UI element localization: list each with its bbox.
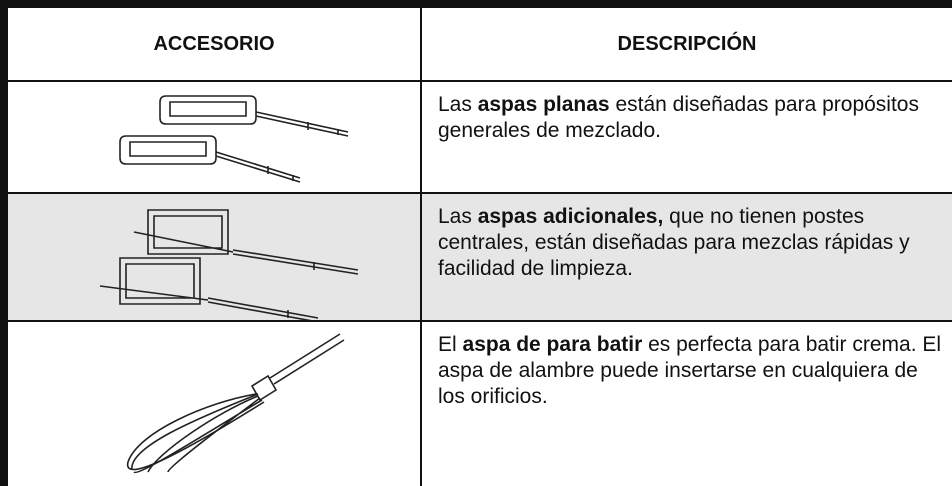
text: Las (438, 205, 478, 228)
header-cell: ACCESORIO (8, 8, 422, 80)
text: El (438, 333, 463, 356)
table-row: El aspa de para batir es perfecta para b… (8, 322, 952, 486)
bold-text: aspa de para batir (462, 333, 643, 356)
image-cell (8, 194, 422, 320)
image-cell (8, 82, 422, 192)
description-cell: El aspa de para batir es perfecta para b… (422, 322, 952, 486)
text: están diseñadas para propósitos generale… (438, 93, 919, 142)
table-row: Las aspas planas están diseñadas para pr… (8, 82, 952, 194)
bold-text: aspas planas (477, 93, 610, 116)
whisk-illustration (126, 333, 345, 474)
text: Las (438, 93, 478, 116)
header-cell: DESCRIPCIÓN (617, 32, 757, 55)
table-row: Las aspas adicionales, que no tienen pos… (8, 194, 952, 322)
frame-border (0, 0, 952, 8)
frame-border (0, 0, 8, 486)
image-cell (8, 322, 422, 486)
text: es perfecta para batir crema. El aspa de… (438, 333, 942, 408)
extra-beater-illustration (99, 209, 359, 320)
description-cell: Las aspas adicionales, que no tienen pos… (422, 194, 952, 320)
header-row: ACCESORIO DESCRIPCIÓN (8, 8, 952, 82)
flat-beater-illustration (119, 95, 349, 183)
text: que no tienen postes centrales, están di… (438, 205, 910, 280)
bold-text: aspas adicionales, (477, 205, 664, 228)
description-cell: Las aspas planas están diseñadas para pr… (422, 82, 952, 192)
